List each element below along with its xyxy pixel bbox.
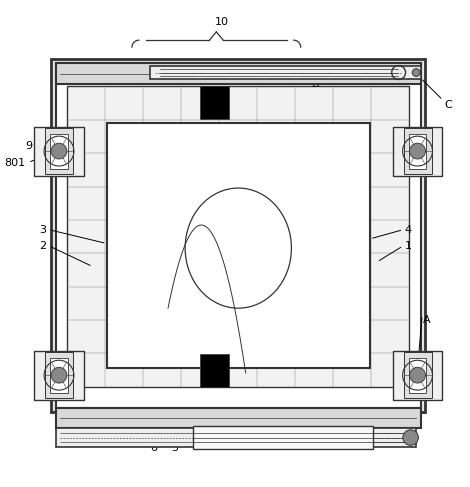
Bar	[404, 128, 431, 174]
Bar	[34, 127, 84, 176]
Bar	[51, 58, 425, 412]
Text: 4: 4	[405, 225, 412, 235]
Text: C: C	[444, 100, 452, 110]
Text: B: B	[312, 79, 320, 89]
Bar	[200, 86, 229, 119]
Text: 1003: 1003	[160, 62, 187, 72]
Circle shape	[403, 430, 418, 445]
Bar	[56, 63, 421, 84]
Bar	[56, 429, 416, 447]
Bar	[56, 63, 421, 408]
Bar	[409, 133, 426, 169]
Bar	[393, 351, 442, 400]
Bar	[45, 128, 73, 174]
Bar	[67, 86, 409, 387]
Text: 9: 9	[25, 141, 32, 151]
Bar	[50, 133, 68, 169]
Text: 801: 801	[5, 158, 26, 168]
Bar	[34, 351, 84, 400]
Bar	[200, 355, 229, 387]
Text: 1: 1	[405, 241, 412, 251]
Bar	[409, 357, 426, 393]
Text: 2: 2	[39, 241, 47, 251]
Bar	[404, 353, 431, 398]
Bar	[56, 408, 421, 429]
Text: 5: 5	[171, 443, 178, 453]
Text: A: A	[423, 315, 431, 325]
Circle shape	[412, 69, 420, 76]
Bar	[50, 357, 68, 393]
Text: 10: 10	[215, 17, 229, 27]
Bar	[193, 426, 373, 449]
Text: 1002: 1002	[131, 62, 157, 72]
Bar	[393, 127, 442, 176]
Text: 3: 3	[39, 225, 47, 235]
Text: 1001: 1001	[190, 62, 217, 72]
Circle shape	[51, 367, 67, 383]
Bar	[45, 353, 73, 398]
Circle shape	[410, 367, 425, 383]
Bar	[107, 123, 370, 368]
Circle shape	[51, 143, 67, 159]
Bar	[150, 66, 421, 79]
Circle shape	[410, 143, 425, 159]
Text: 6: 6	[151, 443, 157, 453]
